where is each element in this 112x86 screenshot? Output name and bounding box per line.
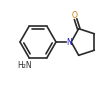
Text: H₂N: H₂N bbox=[18, 61, 32, 70]
Text: O: O bbox=[71, 11, 77, 20]
Text: N: N bbox=[66, 37, 71, 47]
